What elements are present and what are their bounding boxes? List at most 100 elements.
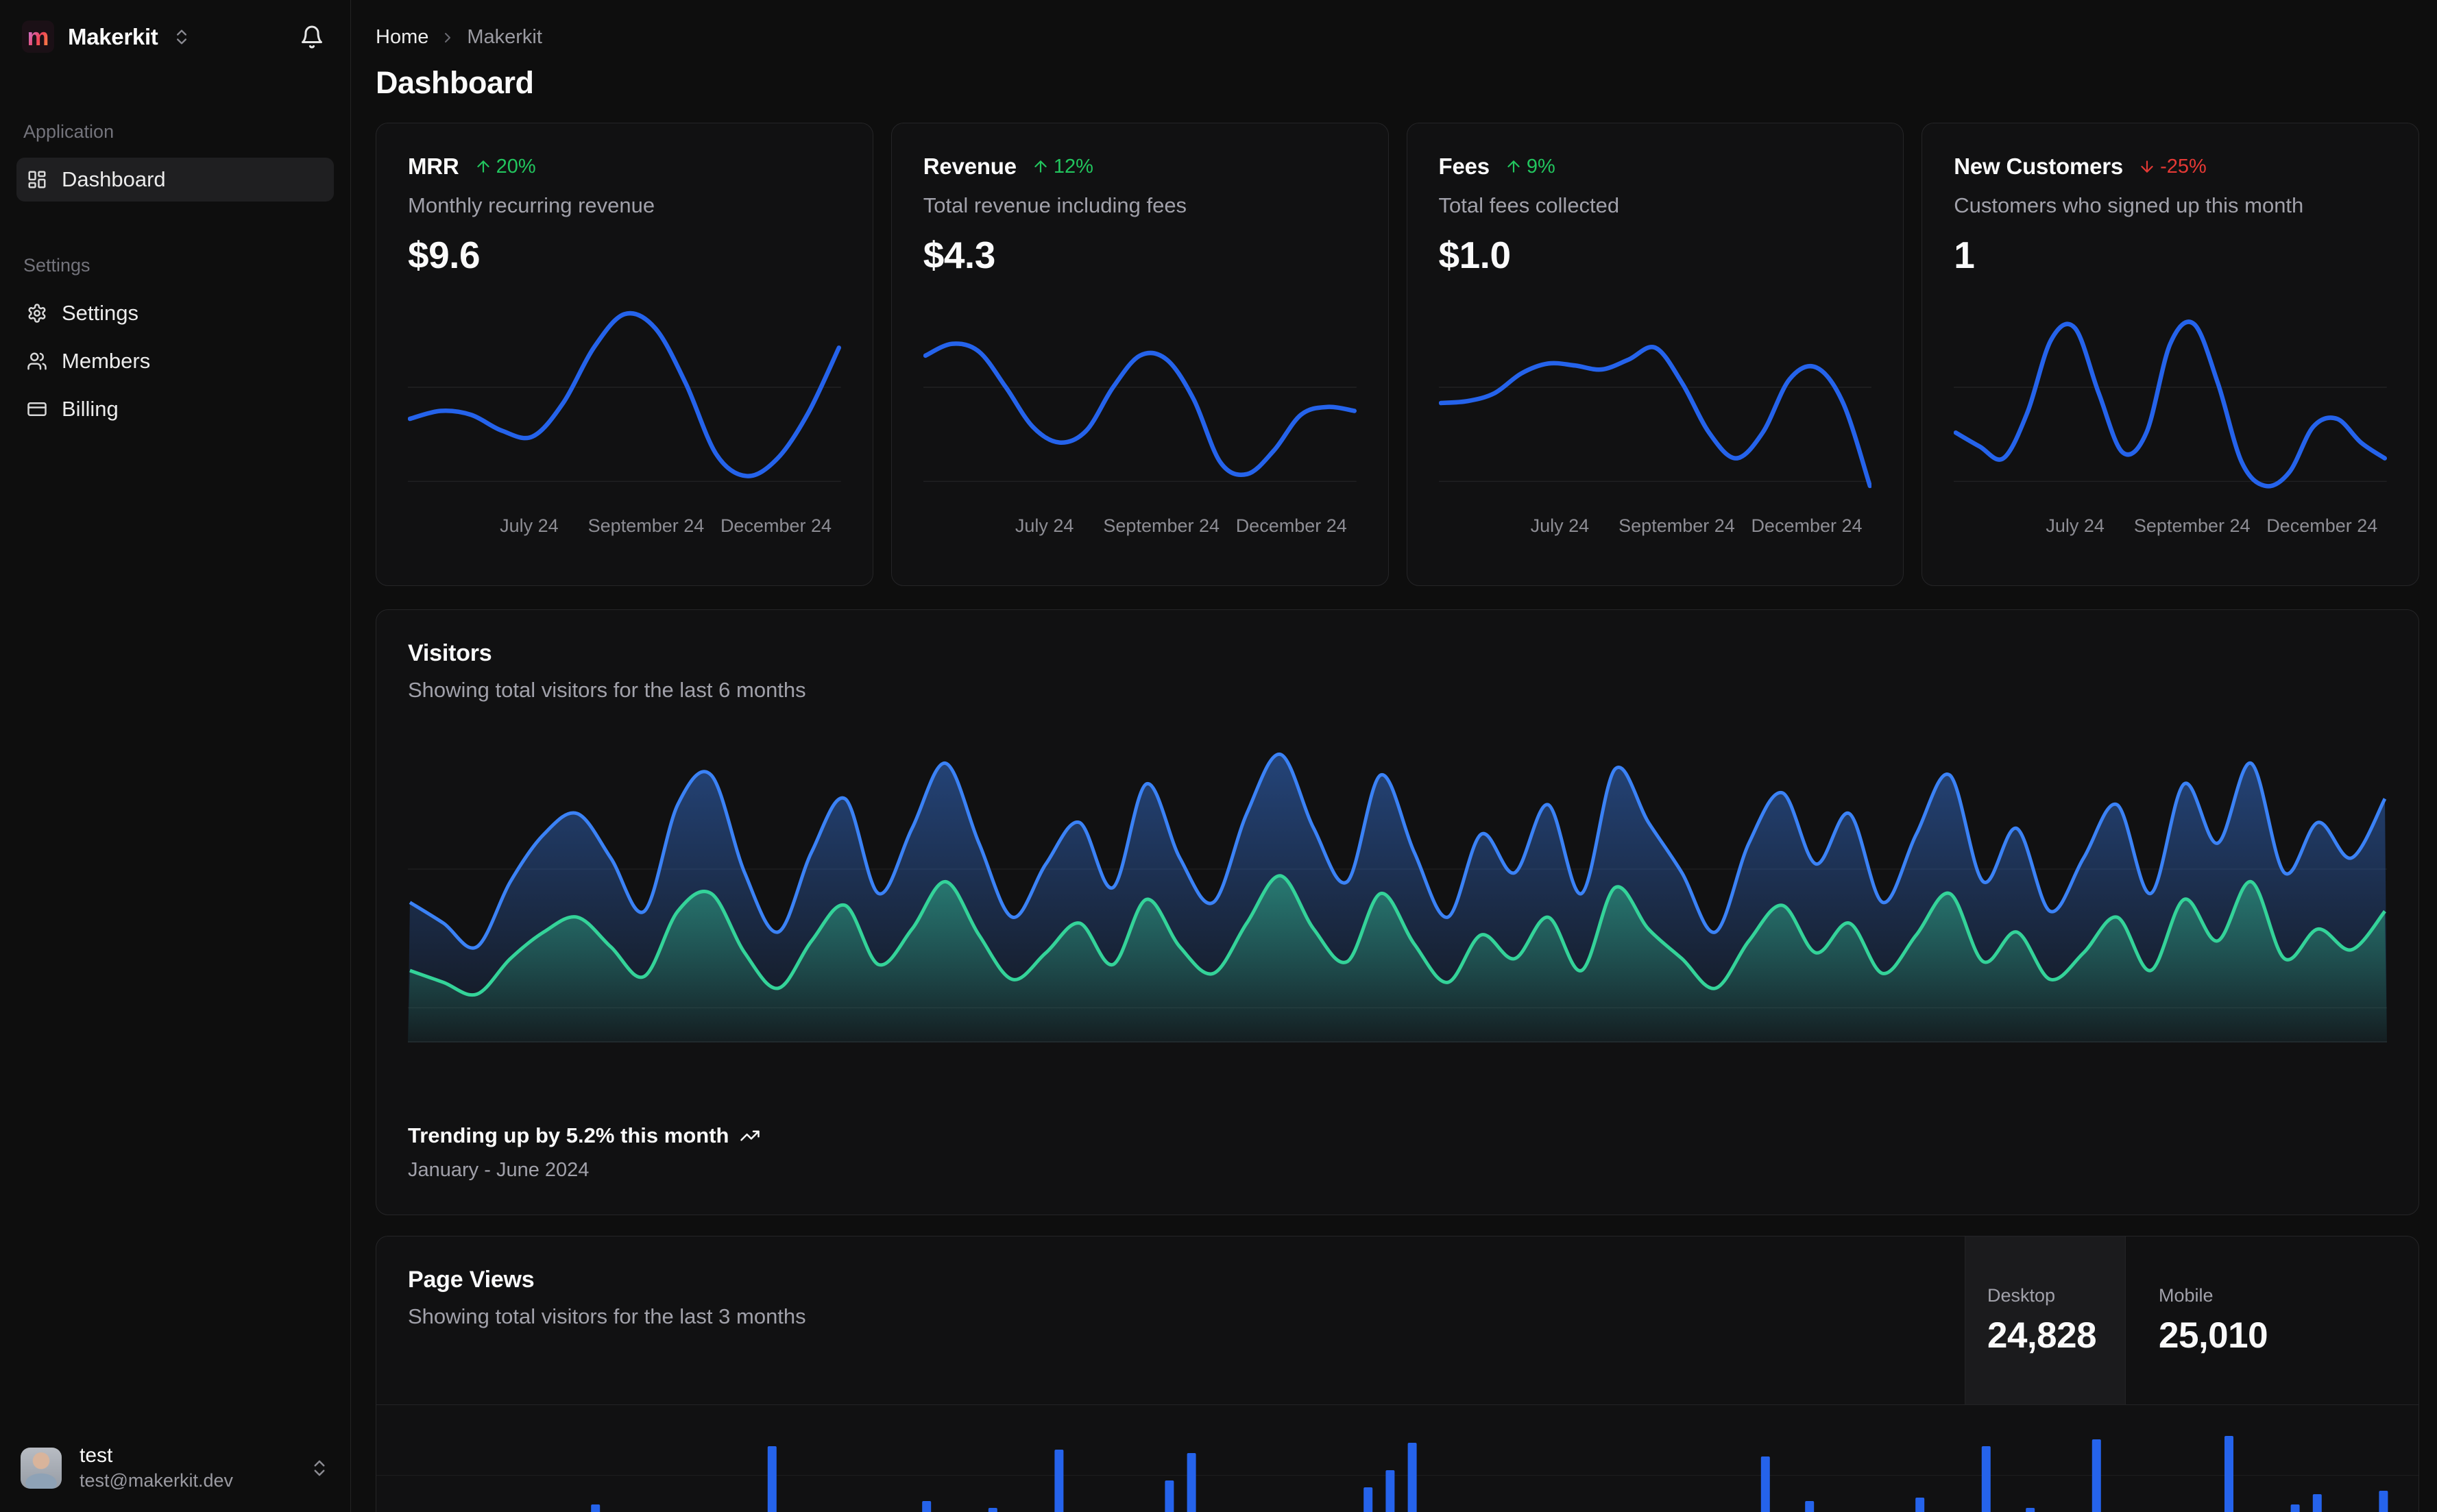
fees-sparkline-chart	[1438, 345, 1872, 489]
stat-card-new-customers: New Customers -25% Customers who signed …	[1921, 123, 2419, 586]
chevrons-up-down-icon	[172, 27, 191, 47]
stat-subtitle: Total fees collected	[1438, 193, 1620, 217]
nav-group-settings: Settings	[23, 255, 90, 276]
tab-label: Mobile	[2159, 1284, 2214, 1306]
page-views-bar-chart	[591, 1436, 2388, 1512]
stat-title: MRR	[408, 154, 459, 179]
arrow-up-icon	[474, 158, 492, 175]
stat-title: Revenue	[923, 154, 1017, 179]
gear-icon	[26, 303, 48, 324]
page-views-chart-area	[376, 1405, 2418, 1512]
page-title: Dashboard	[376, 65, 534, 100]
x-tick: July 24	[2046, 515, 2105, 536]
logo-letter: m	[27, 22, 49, 51]
chevron-right-icon	[439, 29, 456, 46]
sidebar-item-label: Members	[62, 349, 151, 373]
stat-title: New Customers	[1954, 154, 2124, 179]
stat-cards-row: MRR 20% Monthly recurring revenue $9.6 J…	[376, 123, 2419, 586]
visitors-trend-text: Trending up by 5.2% this month	[408, 1123, 729, 1147]
page-views-subtitle: Showing total visitors for the last 3 mo…	[408, 1304, 806, 1328]
x-tick: July 24	[500, 515, 559, 536]
user-email: test@makerkit.dev	[80, 1470, 233, 1491]
stat-card-revenue: Revenue 12% Total revenue including fees…	[890, 123, 1389, 586]
tab-mobile[interactable]: Mobile 25,010	[2125, 1236, 2418, 1404]
page-views-tabs: Desktop 24,828 Mobile 25,010	[1965, 1236, 2418, 1404]
users-icon	[26, 351, 48, 371]
page-views-header: Page Views Showing total visitors for th…	[376, 1236, 2418, 1405]
page-views-card: Page Views Showing total visitors for th…	[376, 1236, 2419, 1512]
x-tick: December 24	[1751, 515, 1863, 536]
stat-subtitle: Total revenue including fees	[923, 193, 1187, 217]
stat-value: $9.6	[408, 234, 481, 276]
tab-desktop[interactable]: Desktop 24,828	[1965, 1236, 2125, 1404]
stat-title: Fees	[1438, 154, 1490, 179]
arrow-down-icon	[2138, 158, 2156, 175]
visitors-subtitle: Showing total visitors for the last 6 mo…	[408, 678, 806, 702]
workspace-name: Makerkit	[68, 23, 158, 49]
x-tick: July 24	[1530, 515, 1590, 536]
trend-badge: 9%	[1505, 156, 1555, 178]
trend-value: 12%	[1053, 155, 1093, 178]
trend-badge: 20%	[474, 156, 536, 178]
x-tick: December 24	[720, 515, 832, 536]
x-tick: December 24	[1235, 515, 1347, 536]
breadcrumb-home-link[interactable]: Home	[376, 26, 429, 48]
stat-subtitle: Customers who signed up this month	[1954, 193, 2304, 217]
sparkline-x-axis: July 24 September 24 December 24	[1954, 515, 2387, 543]
trend-badge: 12%	[1032, 156, 1093, 178]
stat-value: $1.0	[1438, 234, 1512, 276]
user-name: test	[80, 1444, 113, 1467]
visitors-footer: Trending up by 5.2% this month January -…	[408, 1123, 2387, 1182]
sparkline-x-axis: July 24 September 24 December 24	[408, 515, 841, 543]
x-tick: September 24	[2133, 515, 2251, 536]
workspace-switcher[interactable]: m Makerkit	[16, 21, 334, 53]
tab-value: 24,828	[1987, 1315, 2097, 1356]
sidebar-item-members[interactable]: Members	[16, 339, 334, 383]
bell-icon[interactable]	[300, 25, 324, 49]
stat-value: 1	[1954, 234, 1975, 276]
sparkline-x-axis: July 24 September 24 December 24	[923, 515, 1357, 543]
credit-card-icon	[26, 399, 48, 419]
revenue-sparkline-chart	[923, 341, 1357, 483]
trend-badge: -25%	[2138, 156, 2207, 178]
trend-value: -25%	[2160, 155, 2207, 178]
sidebar-item-label: Settings	[62, 301, 139, 325]
new-customers-sparkline-chart	[1954, 319, 2387, 489]
arrow-up-icon	[1505, 158, 1523, 175]
page-views-title: Page Views	[408, 1267, 535, 1293]
trend-value: 9%	[1526, 155, 1555, 178]
sidebar-item-dashboard[interactable]: Dashboard	[16, 158, 334, 202]
sidebar-item-settings[interactable]: Settings	[16, 291, 334, 335]
breadcrumb: Home Makerkit	[376, 26, 2419, 49]
trending-up-icon	[740, 1125, 760, 1146]
visitors-date-range: January - June 2024	[408, 1159, 590, 1181]
visitors-area-chart	[408, 753, 2387, 1042]
application-nav: Dashboard	[16, 158, 334, 202]
makerkit-logo: m	[22, 21, 54, 53]
stat-value: $4.3	[923, 234, 996, 276]
arrow-up-icon	[1032, 158, 1050, 175]
sparkline-x-axis: July 24 September 24 December 24	[1439, 515, 1872, 543]
x-tick: July 24	[1015, 515, 1074, 536]
main-content: Home Makerkit Dashboard MRR 20% Monthly …	[351, 0, 2437, 1512]
sidebar-item-billing[interactable]: Billing	[16, 387, 334, 431]
nav-group-application: Application	[23, 121, 114, 142]
sidebar: m Makerkit Application Dashboard Setting…	[0, 0, 351, 1512]
mrr-sparkline-chart	[408, 310, 841, 483]
sidebar-item-label: Billing	[62, 397, 119, 421]
x-tick: September 24	[1103, 515, 1220, 536]
x-tick: December 24	[2266, 515, 2378, 536]
stat-card-mrr: MRR 20% Monthly recurring revenue $9.6 J…	[376, 123, 873, 586]
visitors-card: Visitors Showing total visitors for the …	[376, 609, 2419, 1215]
user-avatar	[21, 1447, 62, 1489]
dashboard-icon	[26, 169, 48, 190]
gridline	[376, 1475, 2418, 1476]
chevrons-up-down-icon	[309, 1458, 330, 1478]
tab-value: 25,010	[2159, 1315, 2268, 1356]
tab-label: Desktop	[1987, 1284, 2056, 1306]
trend-value: 20%	[496, 155, 536, 178]
visitors-title: Visitors	[408, 640, 492, 666]
stat-card-fees: Fees 9% Total fees collected $1.0 July 2…	[1406, 123, 1904, 586]
user-menu[interactable]: test test@makerkit.dev	[16, 1426, 334, 1512]
